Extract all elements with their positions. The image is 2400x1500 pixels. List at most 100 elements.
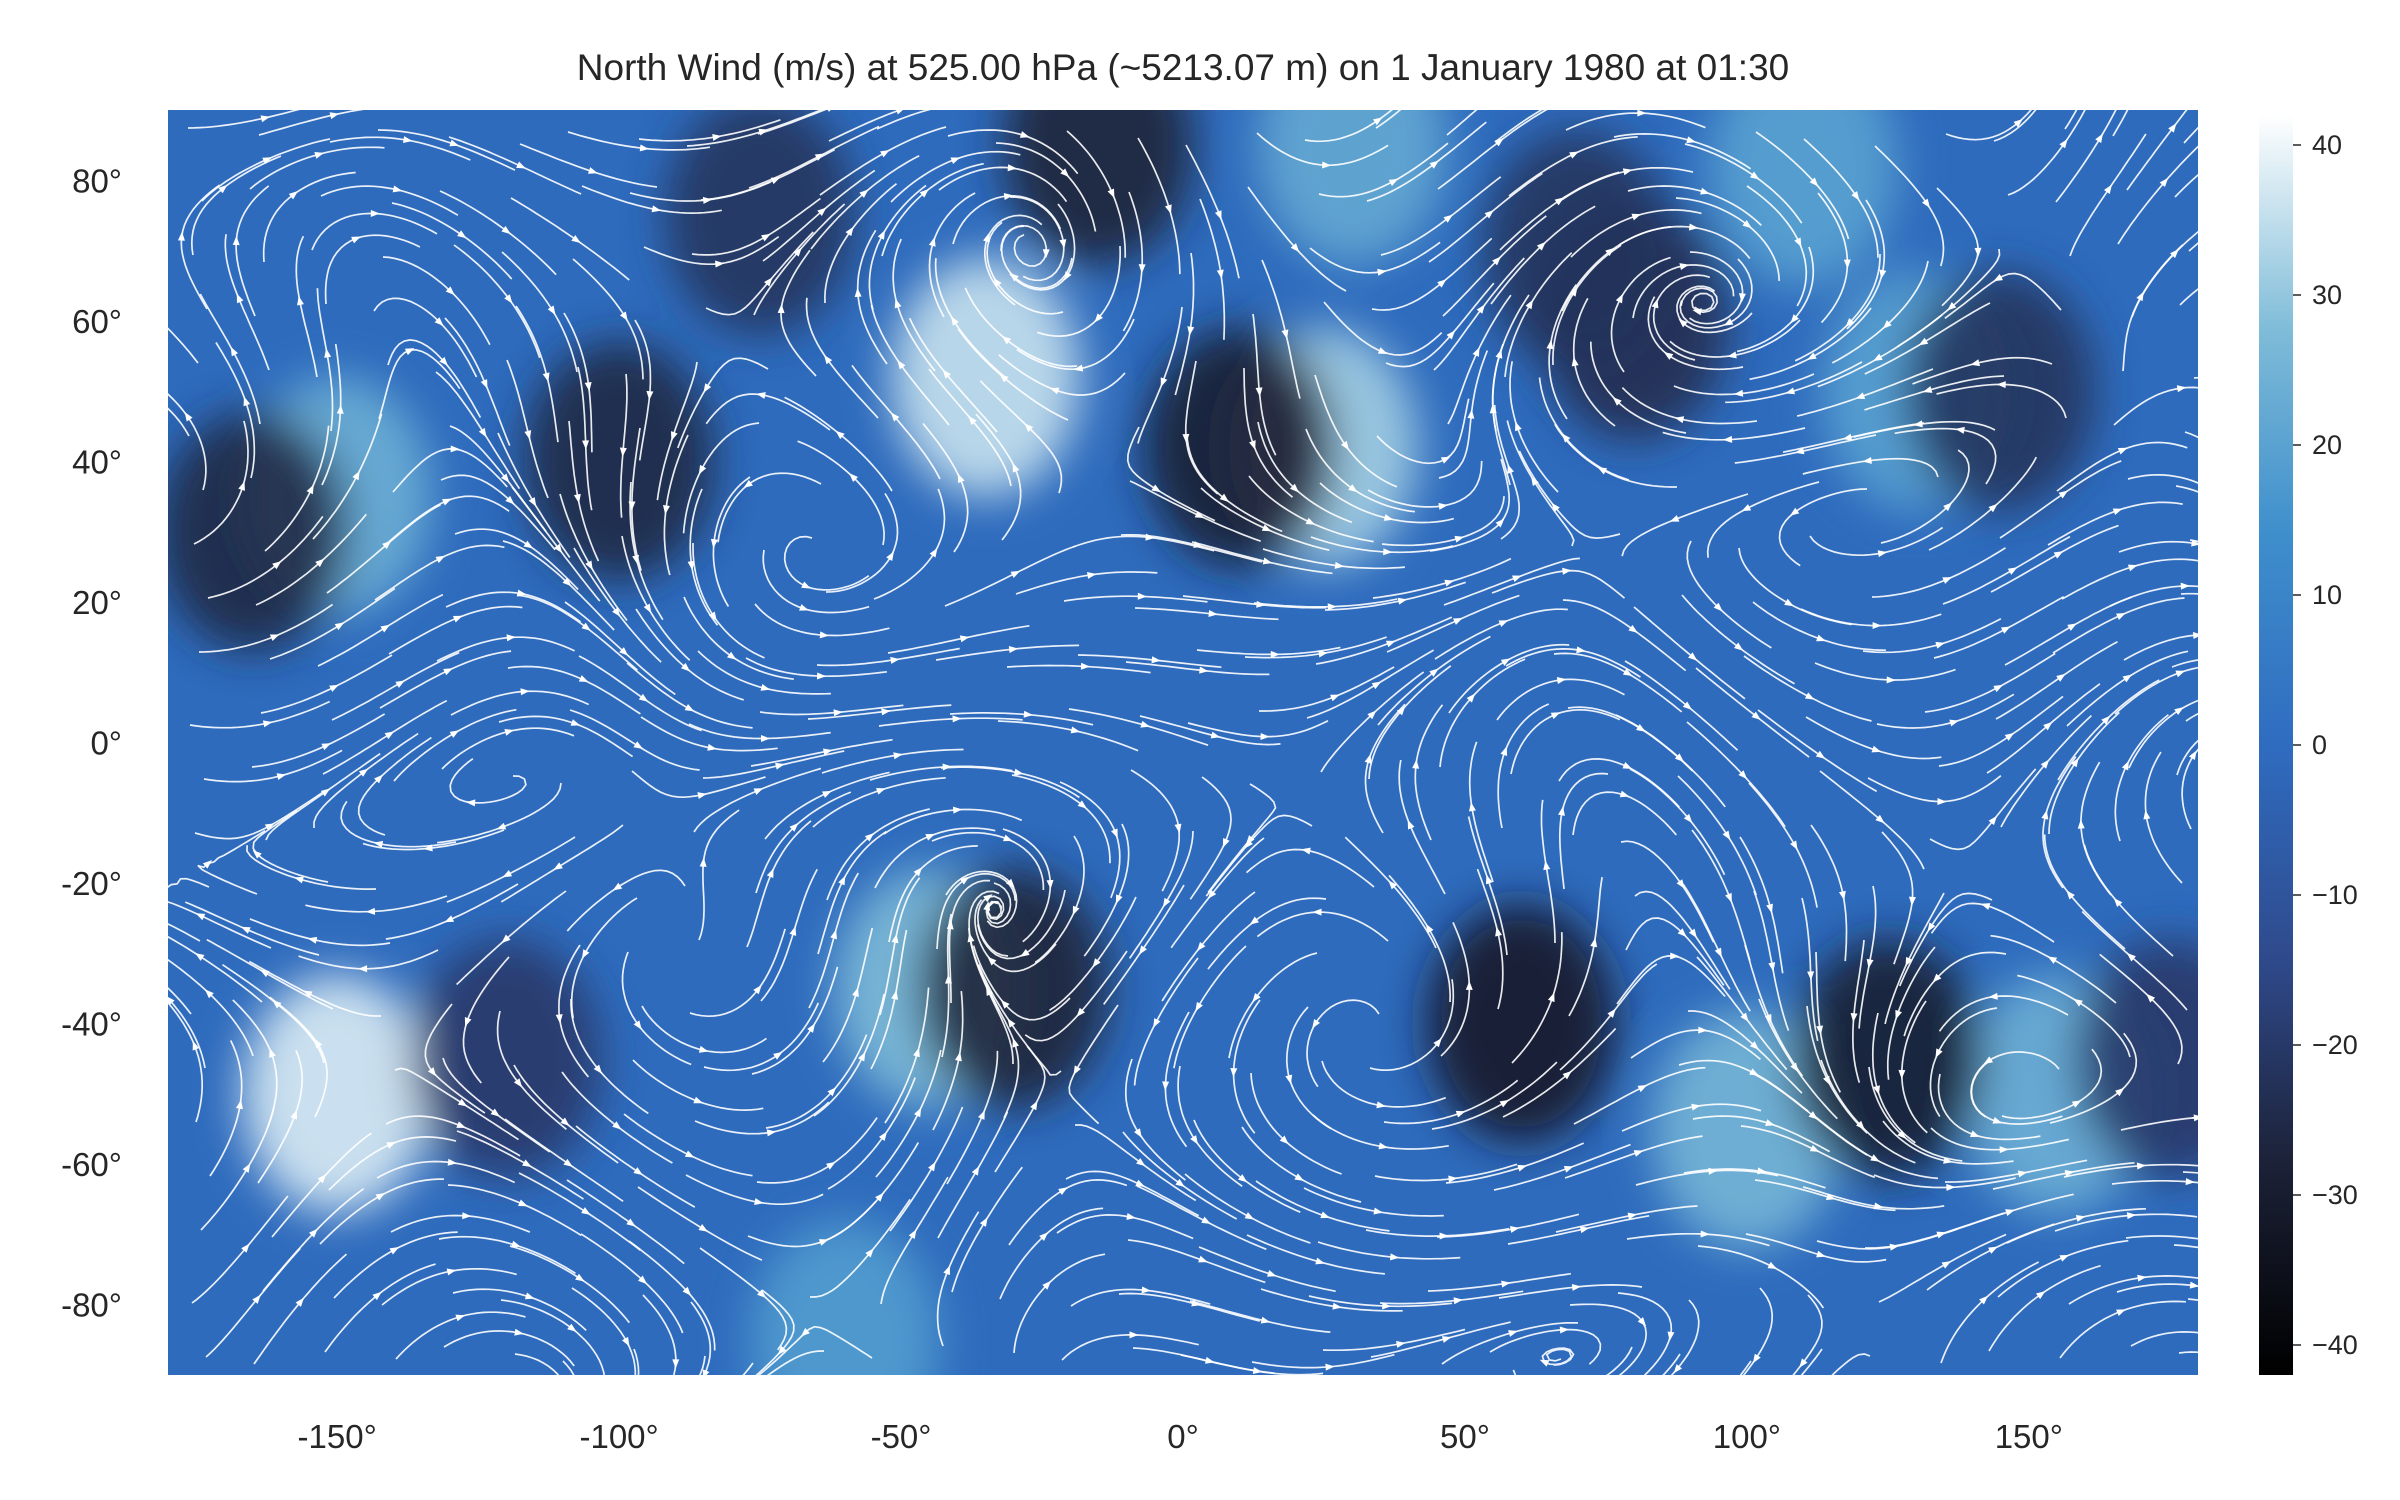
streamline-arrow [1327,603,1337,611]
streamline [500,1299,606,1375]
streamlines [168,53,2257,1415]
streamline-arrow [1942,577,1953,584]
streamline [2081,910,2188,1011]
streamline [453,244,541,359]
streamline-arrow [1453,1297,1463,1305]
streamline-arrow [1500,658,1511,666]
streamline [510,197,630,281]
streamline [2127,473,2198,484]
streamline [1942,535,2071,605]
streamline-arrow [1388,178,1399,187]
streamline [1323,301,1443,356]
streamline [262,1188,365,1292]
streamline [1000,225,1073,290]
field-feature-1 [890,257,1081,498]
streamline-arrow [260,115,271,123]
field-feature-21 [2074,938,2198,1179]
streamline [1572,791,1677,836]
streamline [819,126,947,196]
streamline-arrow [952,806,963,814]
streamline-arrow [1141,1286,1151,1294]
streamline [1684,143,1803,224]
streamline-arrow [1140,720,1151,728]
streamline-arrow [1009,272,1019,282]
streamline [1187,720,1329,738]
streamline [780,249,817,377]
streamline [496,1010,567,1130]
streamline-arrow [321,743,332,751]
streamline-arrow [1612,397,1622,406]
streamline-arrow [1727,351,1737,359]
streamline-arrow [632,554,639,565]
streamline [1319,482,1455,524]
streamline [1256,911,1389,942]
streamline [2182,1171,2198,1174]
streamline [1553,652,1683,713]
streamline-arrow [777,304,785,314]
streamline [1802,457,1939,478]
streamline-arrow [443,668,453,676]
streamline-arrow [1492,256,1501,266]
streamline [436,636,575,662]
streamline-arrow [2239,256,2250,266]
streamline-arrow [1042,1280,1052,1290]
streamline [1744,944,1804,1077]
streamline [1541,1347,1575,1367]
y-tick-label: 20° [72,584,122,621]
streamline-arrow [698,1224,708,1232]
streamline [1940,1261,2040,1364]
streamline-arrow [1377,347,1388,354]
streamline-arrow [264,823,275,831]
streamline-arrow [1495,518,1505,528]
streamline [1935,1193,2074,1237]
streamline-arrow [1637,1317,1647,1327]
streamline-arrow [708,611,717,622]
streamline-arrow [1767,1404,1778,1415]
streamline-arrow [1733,389,1744,397]
streamline-arrow [1873,353,1883,362]
streamline [1815,951,1842,1093]
streamline-arrow [1674,753,1684,763]
streamline-arrow [1546,339,1554,350]
streamline-arrow [1266,1270,1277,1277]
streamline [1629,768,1726,876]
streamline [1068,1004,1119,1125]
streamline [383,495,510,547]
streamline [1796,368,1934,417]
streamline-arrow [2073,998,2083,1007]
streamline-arrow [2175,670,2186,678]
streamline [1928,456,2038,551]
streamline-arrow [444,915,455,923]
streamline [295,235,318,378]
streamline [784,396,893,492]
streamline [2122,244,2184,372]
streamline [750,738,893,767]
streamline-arrow [2246,1370,2257,1381]
streamline-arrow [1010,570,1021,579]
streamline [698,809,740,941]
streamline-arrow [2059,138,2068,149]
streamline-arrow [2112,508,2123,516]
streamline [1688,1010,1803,1094]
colorbar-ticks: 40 30 20 10 0 −10 −20 −30 −40 [2293,130,2358,1360]
streamline-arrow [252,1294,261,1304]
streamline [957,328,1069,421]
streamline-arrow [702,196,713,204]
streamline [870,304,950,426]
streamline [441,727,575,770]
field-feature-0 [242,973,433,1214]
streamline [1508,136,1638,197]
streamline-arrow [2093,53,2102,64]
streamline [1627,185,1762,227]
streamline-arrow [993,277,1002,288]
streamline-arrow [1637,110,1647,117]
streamline [2176,739,2198,776]
streamline [938,166,1068,203]
streamline-arrow [294,876,304,884]
streamline-arrow [646,390,654,401]
streamline [1068,708,1209,747]
streamline-arrow [891,933,899,944]
streamline-arrow [1943,502,1953,512]
streamline-arrow [1617,1401,1628,1412]
streamline [578,655,702,732]
